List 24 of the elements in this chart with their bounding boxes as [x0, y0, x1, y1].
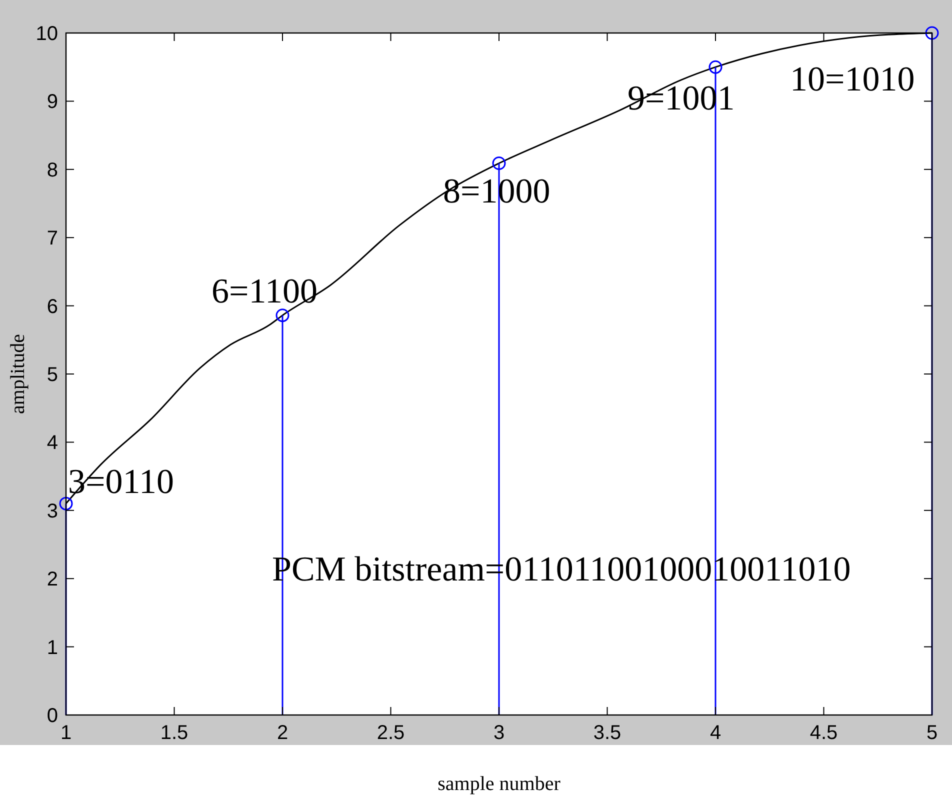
x-tick-label: 3.5: [593, 722, 622, 744]
annotation: 10=1010: [790, 59, 915, 98]
y-tick-label: 8: [46, 159, 58, 182]
x-tick-label: 5: [926, 722, 938, 744]
x-tick-label: 3: [493, 722, 505, 744]
y-axis-title: amplitude: [7, 334, 29, 414]
y-tick-label: 2: [46, 568, 58, 591]
y-tick-label: 1: [46, 636, 58, 659]
y-tick-label: 9: [46, 91, 58, 114]
annotation: 6=1100: [212, 272, 318, 311]
y-tick-label: 0: [46, 705, 58, 727]
y-tick-label: 7: [46, 228, 58, 250]
x-axis-title: sample number: [438, 773, 561, 795]
y-tick-label: 6: [46, 296, 58, 318]
x-tick-label: 2.5: [376, 722, 405, 744]
x-tick-label: 4.5: [810, 722, 838, 744]
y-tick-label: 5: [46, 364, 58, 386]
x-tick-label: 2: [276, 722, 288, 744]
x-tick-label: 1: [60, 722, 72, 744]
y-tick-label: 10: [36, 23, 58, 45]
x-tick-label: 4: [710, 722, 722, 744]
y-tick-label: 4: [46, 432, 58, 454]
x-tick-label: 1.5: [160, 722, 188, 744]
y-tick-label: 3: [46, 500, 58, 522]
